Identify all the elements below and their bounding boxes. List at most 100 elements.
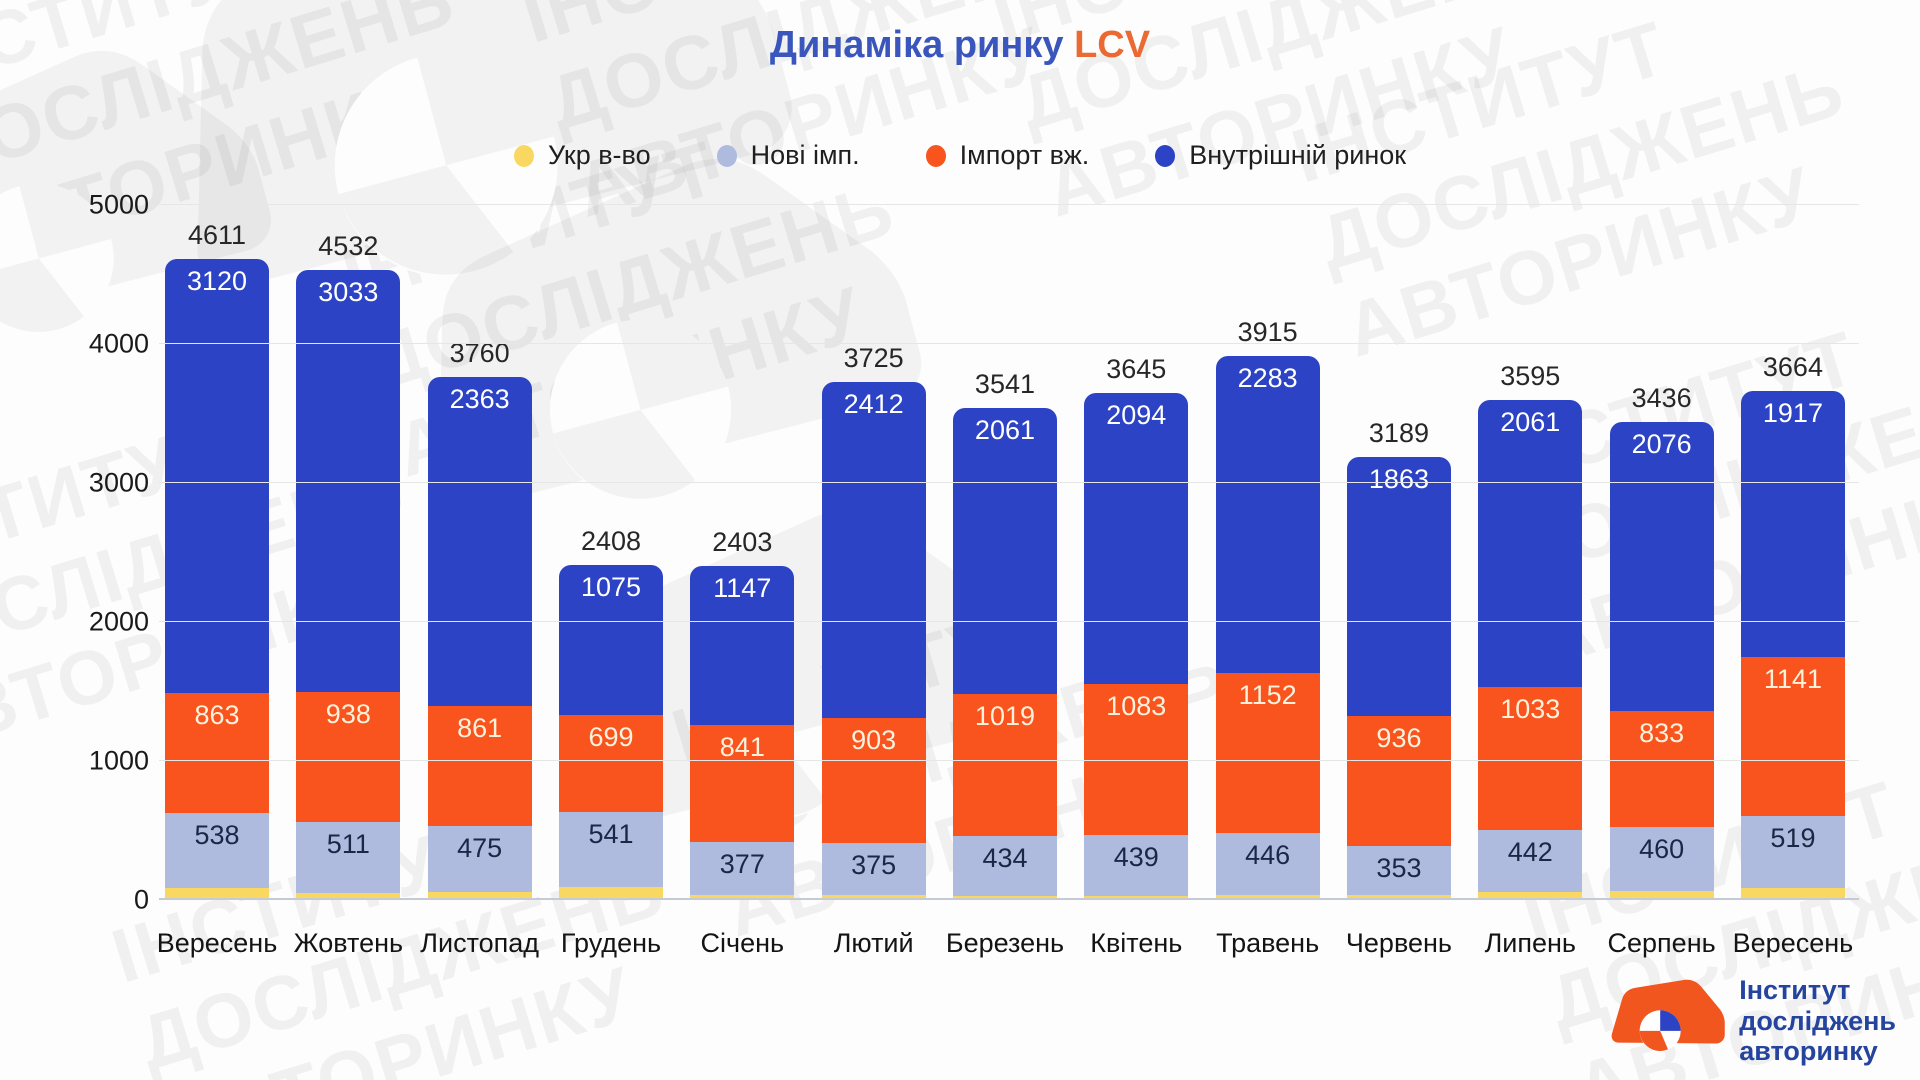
bar-total-label: 3645 (1106, 354, 1167, 385)
x-axis-category-label: Липень (1484, 928, 1576, 958)
bar-segment (821, 895, 926, 900)
bar-10[interactable]: 1863 936 353 3189 (1346, 205, 1451, 900)
bar-segment: 833 (1609, 710, 1714, 827)
bar-segment: 541 (558, 811, 663, 888)
segment-value-label: 936 (1376, 722, 1422, 753)
bar-segment: 841 (690, 725, 795, 843)
bar-2[interactable]: 3033 938 511 4532 (296, 205, 401, 900)
gridline (159, 621, 1859, 622)
segment-value-label: 903 (851, 724, 897, 755)
bar-segment: 938 (296, 691, 401, 823)
bar-segment: 1863 (1346, 456, 1451, 716)
segment-value-label: 442 (1507, 837, 1553, 868)
segment-value-label: 833 (1639, 717, 1685, 748)
bar-segment: 2061 (1478, 400, 1583, 687)
legend-item[interactable]: Нові імп. (716, 140, 860, 171)
bar-segment (1215, 895, 1320, 900)
segment-value-label: 538 (194, 819, 240, 850)
y-axis-tick-label: 3000 (88, 467, 149, 498)
legend-item[interactable]: Внутрішній ринок (1155, 140, 1406, 171)
x-axis-category-label: Квітень (1090, 928, 1183, 958)
segment-value-label: 475 (457, 832, 503, 863)
gridline (159, 343, 1859, 344)
legend-dot-icon (716, 144, 737, 167)
segment-value-label: 1863 (1368, 463, 1429, 494)
bar-4[interactable]: 1075 699 541 2408 (558, 205, 663, 900)
bar-segment: 2283 (1215, 355, 1320, 674)
legend-item[interactable]: Імпорт вж. (925, 140, 1089, 171)
bar-13[interactable]: 1917 1141 519 3664 (1740, 205, 1845, 900)
bar-7[interactable]: 2061 1019 434 3541 (952, 205, 1057, 900)
bar-1[interactable]: 3120 863 538 4611 (165, 205, 269, 900)
bar-8[interactable]: 2094 1083 439 3645 (1084, 205, 1189, 900)
bar-segment (1084, 895, 1189, 900)
segment-value-label: 841 (719, 732, 765, 763)
segment-value-label: 446 (1245, 840, 1291, 871)
segment-value-label: 3033 (318, 277, 379, 308)
bar-5[interactable]: 1147 841 377 2403 (690, 205, 795, 900)
bar-segment (1478, 891, 1583, 900)
segment-value-label: 1075 (580, 572, 642, 603)
bar-segment: 442 (1478, 830, 1583, 892)
bar-segment: 1147 (690, 566, 795, 726)
segment-value-label: 460 (1639, 833, 1685, 864)
bar-segment (165, 887, 269, 900)
bar-6[interactable]: 2412 903 375 3725 (821, 205, 926, 900)
x-axis-category-label: Жовтень (293, 928, 404, 958)
bar-9[interactable]: 2283 1152 446 3915 (1215, 205, 1320, 900)
bar-11[interactable]: 2061 1033 442 3595 (1478, 205, 1583, 900)
gridline (159, 760, 1859, 761)
segment-value-label: 541 (588, 818, 634, 849)
bars-container: 3120 863 538 4611 3033 938 511 4532 2363 861 475 37… (165, 205, 1845, 900)
plot-area: 3120 863 538 4611 3033 938 511 4532 2363 861 475 37… (89, 190, 1859, 915)
footer-logo-text: Інститут досліджень авторинку (1739, 975, 1896, 1066)
segment-value-label: 863 (194, 699, 240, 730)
bar-segment: 936 (1346, 715, 1451, 846)
title-main: Динаміка ринку (769, 24, 1075, 66)
x-axis-category-label: Лютий (833, 928, 914, 958)
segment-value-label: 1141 (1763, 664, 1822, 695)
segment-value-label: 353 (1376, 852, 1422, 883)
bar-3[interactable]: 2363 861 475 3760 (427, 205, 532, 900)
segment-value-label: 1083 (1106, 691, 1167, 722)
segment-value-label: 2094 (1106, 400, 1167, 431)
segment-value-label: 2061 (1500, 407, 1561, 438)
bar-segment: 1917 (1740, 390, 1845, 658)
bar-total-label: 3915 (1237, 316, 1298, 347)
bar-total-label: 3189 (1368, 417, 1429, 448)
footer-logo: Інститут досліджень авторинку (1609, 975, 1896, 1066)
chart-legend: Укр в-во Нові імп. Імпорт вж. Внутрішній ри… (0, 140, 1920, 171)
bar-segment: 434 (952, 835, 1057, 897)
gridline (159, 204, 1859, 205)
bar-total-label: 2403 (712, 526, 773, 557)
segment-value-label: 377 (719, 849, 765, 880)
legend-label: Внутрішній ринок (1189, 140, 1407, 170)
bar-12[interactable]: 2076 833 460 3436 (1609, 205, 1714, 900)
bar-total-label: 3725 (843, 343, 904, 374)
y-axis-tick-label: 5000 (88, 189, 149, 220)
bar-segment: 1075 (558, 565, 663, 715)
bar-segment: 2412 (821, 382, 926, 718)
bar-segment (1740, 887, 1845, 900)
x-axis-category-label: Листопад (420, 928, 540, 958)
bar-segment: 1083 (1084, 684, 1189, 835)
gridline (159, 482, 1859, 483)
segment-value-label: 861 (457, 712, 503, 743)
segment-value-label: 3120 (186, 266, 248, 297)
segment-value-label: 1917 (1762, 397, 1823, 428)
segment-value-label: 511 (326, 829, 370, 860)
y-axis-tick-label: 2000 (88, 606, 149, 637)
bar-total-label: 3595 (1500, 361, 1561, 392)
bar-segment: 475 (427, 825, 532, 892)
bar-segment: 519 (1740, 815, 1845, 888)
segment-value-label: 519 (1770, 822, 1816, 853)
title-highlight: LCV (1074, 24, 1151, 66)
x-axis-category-label: Січень (700, 928, 785, 958)
bar-segment: 2363 (427, 377, 532, 706)
legend-item[interactable]: Укр в-во (513, 140, 651, 171)
bar-segment: 538 (165, 812, 269, 888)
bar-total-label: 4611 (187, 220, 247, 251)
bar-segment: 861 (427, 705, 532, 826)
bar-total-label: 3541 (974, 368, 1035, 399)
y-axis-tick-label: 1000 (88, 745, 149, 776)
